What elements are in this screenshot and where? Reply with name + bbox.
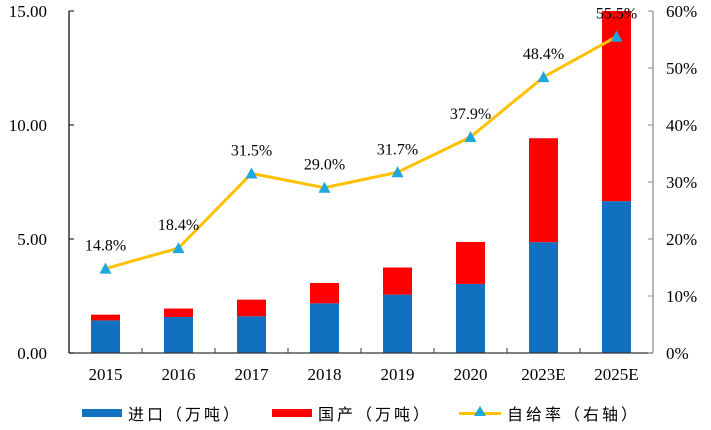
line-marker-2015 [99, 262, 112, 274]
right-tick-label: 50% [666, 59, 697, 78]
bar-domestic-2016 [164, 308, 193, 317]
bar-domestic-2023E [529, 138, 558, 243]
bar-domestic-2019 [383, 267, 412, 295]
legend-line-marker-icon [459, 406, 501, 418]
labels-layer: 14.8% 18.4% 31.5% 29.0% 31.7% 37.9% 48.4% 55.5% [85, 6, 637, 255]
right-tick-label: 40% [666, 116, 697, 135]
data-label-2018: 29.0% [304, 157, 345, 174]
bar-domestic-2020 [456, 241, 485, 284]
line-marker-2018 [318, 181, 331, 193]
line-marker-2016 [172, 242, 185, 254]
right-tick-label: 0% [666, 344, 689, 363]
bar-import-2016 [164, 316, 193, 353]
bar-import-2020 [456, 283, 485, 353]
bar-import-2017 [237, 316, 266, 353]
ticks-layer: 0.00 5.00 10.00 15.00 0% 10% 20% 30% 40% 50% 60% 20… [9, 2, 697, 384]
left-tick-label: 10.00 [9, 116, 47, 135]
right-tick-label: 60% [666, 2, 697, 21]
legend-swatch-import [82, 409, 122, 417]
line-layer [99, 30, 623, 274]
data-label-2025E: 55.5% [596, 6, 637, 23]
bar-domestic-2015 [91, 314, 120, 321]
data-label-2017: 31.5% [231, 142, 272, 159]
x-tick-label-2023E: 2023E [521, 365, 565, 384]
bar-import-2019 [383, 294, 412, 353]
x-tick-label-2017: 2017 [235, 365, 270, 384]
right-tick-label: 20% [666, 230, 697, 249]
legend: 进口（万吨） 国产（万吨） 自给率（右轴） [0, 398, 711, 428]
data-label-2020: 37.9% [450, 106, 491, 123]
x-tick-label-2016: 2016 [162, 365, 196, 384]
legend-label-self-sufficiency: 自给率（右轴） [507, 405, 641, 424]
data-label-2019: 31.7% [377, 141, 418, 158]
right-tick-label: 30% [666, 173, 697, 192]
legend-swatch-domestic [272, 409, 312, 417]
x-tick-label-2020: 2020 [454, 365, 488, 384]
bar-import-2018 [310, 303, 339, 353]
line-marker-2020 [464, 130, 477, 142]
left-tick-label: 5.00 [17, 230, 47, 249]
bar-import-2023E [529, 242, 558, 353]
legend-item-self-sufficiency: 自给率（右轴） [459, 398, 640, 428]
axes-layer [68, 11, 654, 354]
x-tick-label-2019: 2019 [381, 365, 415, 384]
legend-label-import: 进口（万吨） [128, 405, 243, 424]
self-sufficiency-line [105, 35, 618, 271]
bar-import-2025E [602, 201, 631, 353]
bar-domestic-2018 [310, 283, 339, 304]
x-tick-label-2015: 2015 [89, 365, 123, 384]
line-marker-2017 [245, 167, 258, 179]
line-marker-2025E [610, 30, 623, 42]
bar-domestic-2017 [237, 299, 266, 317]
data-label-2016: 18.4% [158, 217, 199, 234]
legend-item-import: 进口（万吨） [82, 398, 242, 428]
right-tick-label: 10% [666, 287, 697, 306]
data-label-2015: 14.8% [85, 238, 126, 255]
x-tick-label-2025E: 2025E [594, 365, 638, 384]
line-marker-2019 [391, 166, 404, 178]
bar-import-2015 [91, 320, 120, 353]
left-tick-label: 0.00 [17, 344, 47, 363]
line-marker-2023E [537, 71, 550, 83]
x-tick-label-2018: 2018 [308, 365, 342, 384]
legend-label-domestic: 国产（万吨） [318, 405, 433, 424]
left-tick-label: 15.00 [9, 2, 47, 21]
bars-layer [91, 11, 631, 353]
legend-item-domestic: 国产（万吨） [272, 398, 432, 428]
chart: 0.00 5.00 10.00 15.00 0% 10% 20% 30% 40% 50% 60% 20… [9, 2, 697, 384]
data-label-2023E: 48.4% [523, 46, 564, 63]
